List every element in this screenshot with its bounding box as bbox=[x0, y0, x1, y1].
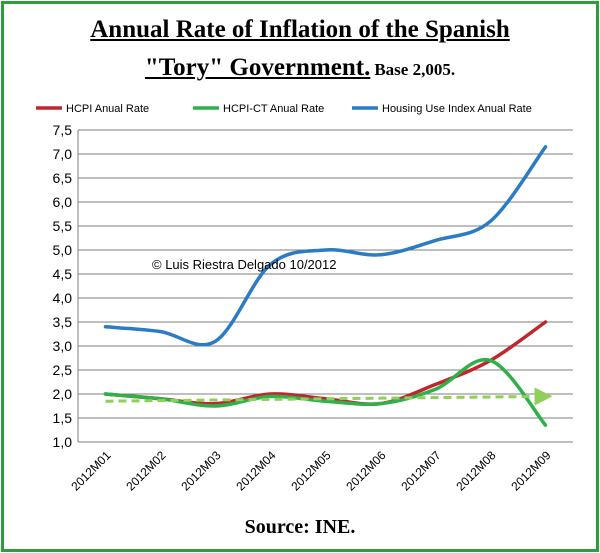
y-tick-label: 2,5 bbox=[53, 362, 73, 378]
y-tick-label: 5,0 bbox=[53, 242, 73, 258]
legend-label: HCPI Anual Rate bbox=[66, 103, 149, 115]
y-tick-label: 1,0 bbox=[53, 434, 73, 450]
chart-title-base: Base 2,005. bbox=[374, 60, 456, 79]
y-tick-label: 1,5 bbox=[53, 410, 73, 426]
y-tick-label: 7,0 bbox=[53, 146, 73, 162]
chart-source: Source: INE. bbox=[244, 516, 356, 538]
x-tick-label: 2012M04 bbox=[233, 448, 279, 494]
y-tick-label: 7,5 bbox=[53, 122, 73, 138]
x-tick-label: 2012M02 bbox=[123, 448, 169, 494]
chart-title-line2: "Tory" Government. Base 2,005. bbox=[0, 54, 600, 82]
legend-label: Housing Use Index Anual Rate bbox=[382, 103, 532, 115]
y-tick-label: 4,0 bbox=[53, 290, 73, 306]
trend-arrow bbox=[105, 387, 553, 406]
chart-title-line1: Annual Rate of Inflation of the Spanish bbox=[90, 16, 510, 43]
chart-title-main: "Tory" Government. bbox=[144, 54, 371, 81]
x-tick-label: 2012M07 bbox=[398, 448, 444, 494]
y-tick-label: 6,5 bbox=[53, 170, 73, 186]
y-tick-label: 2,0 bbox=[53, 386, 73, 402]
y-tick-label: 3,0 bbox=[53, 338, 73, 354]
y-tick-label: 5,5 bbox=[53, 218, 73, 234]
x-tick-label: 2012M09 bbox=[508, 448, 554, 494]
x-tick-label: 2012M06 bbox=[343, 448, 389, 494]
watermark-text: © Luis Riestra Delgado 10/2012 bbox=[152, 257, 336, 272]
series-line-3 bbox=[103, 145, 548, 347]
legend-label: HCPI-CT Anual Rate bbox=[223, 103, 324, 115]
x-tick-label: 2012M05 bbox=[288, 448, 334, 494]
y-tick-label: 3,5 bbox=[53, 314, 73, 330]
y-tick-label: 6,0 bbox=[53, 194, 73, 210]
y-tick-label: 4,5 bbox=[53, 266, 73, 282]
series-line-2 bbox=[103, 357, 548, 427]
x-tick-label: 2012M01 bbox=[68, 448, 114, 494]
x-tick-label: 2012M03 bbox=[178, 448, 224, 494]
x-tick-label: 2012M08 bbox=[453, 448, 499, 494]
